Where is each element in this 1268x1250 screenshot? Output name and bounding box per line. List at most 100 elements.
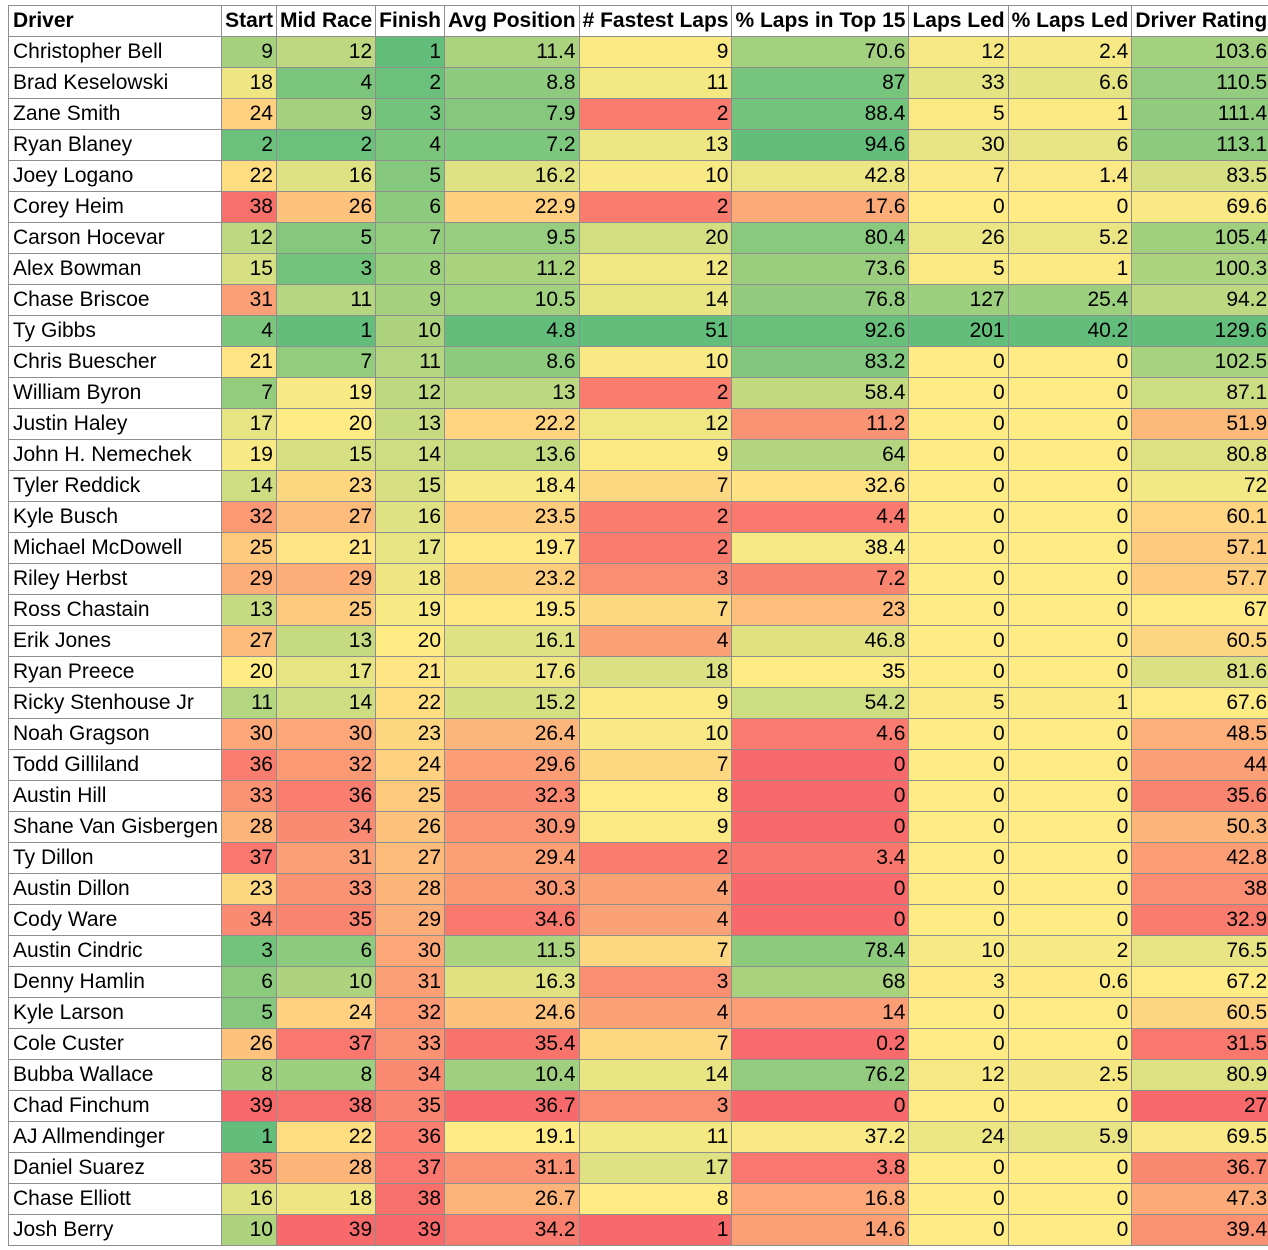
driver-rating-cell: 80.8 bbox=[1131, 439, 1268, 471]
finish-cell: 10 bbox=[375, 315, 445, 347]
driver-rating-cell: 44 bbox=[1131, 749, 1268, 781]
driver-name-cell: Bubba Wallace bbox=[7, 1059, 223, 1091]
avg-position-cell: 26.7 bbox=[444, 1183, 580, 1215]
driver-name-cell: Chris Buescher bbox=[7, 346, 223, 378]
laps-led-cell: 3 bbox=[908, 966, 1009, 998]
finish-cell: 27 bbox=[375, 842, 445, 874]
avg-position-cell: 19.1 bbox=[444, 1121, 580, 1153]
avg-position-cell: 10.5 bbox=[444, 284, 580, 316]
mid-race-cell: 15 bbox=[275, 439, 377, 471]
mid-race-cell: 36 bbox=[275, 780, 377, 812]
table-row: Riley Herbst 29 29 18 23.2 3 7.2 0 0 57.7 bbox=[7, 563, 1268, 595]
laps-led-cell: 0 bbox=[908, 1152, 1009, 1184]
pct-laps-in-top-15-cell: 80.4 bbox=[731, 222, 910, 254]
avg-position-cell: 4.8 bbox=[444, 315, 580, 347]
finish-cell: 18 bbox=[375, 563, 445, 595]
header-mid-race: Mid Race bbox=[275, 5, 377, 37]
avg-position-cell: 9.5 bbox=[444, 222, 580, 254]
pct-laps-in-top-15-cell: 58.4 bbox=[731, 377, 910, 409]
pct-laps-led-cell: 40.2 bbox=[1007, 315, 1133, 347]
driver-rating-cell: 113.1 bbox=[1131, 129, 1268, 161]
driver-rating-cell: 27 bbox=[1131, 1090, 1268, 1122]
driver-name-cell: Chase Briscoe bbox=[7, 284, 223, 316]
start-cell: 31 bbox=[221, 284, 277, 316]
driver-name-cell: Brad Keselowski bbox=[7, 67, 223, 99]
mid-race-cell: 18 bbox=[275, 1183, 377, 1215]
avg-position-cell: 32.3 bbox=[444, 780, 580, 812]
pct-laps-in-top-15-cell: 3.8 bbox=[731, 1152, 910, 1184]
pct-laps-in-top-15-cell: 70.6 bbox=[731, 36, 910, 68]
table-row: Denny Hamlin 6 10 31 16.3 3 68 3 0.6 67.2 bbox=[7, 966, 1268, 998]
table-row: Erik Jones 27 13 20 16.1 4 46.8 0 0 60.5 bbox=[7, 625, 1268, 657]
start-cell: 29 bbox=[221, 563, 277, 595]
num-fastest-laps-cell: 4 bbox=[578, 997, 733, 1029]
laps-led-cell: 30 bbox=[908, 129, 1009, 161]
table-row: Joey Logano 22 16 5 16.2 10 42.8 7 1.4 83.5 bbox=[7, 160, 1268, 192]
driver-name-cell: Ross Chastain bbox=[7, 594, 223, 626]
start-cell: 32 bbox=[221, 501, 277, 533]
driver-name-cell: Corey Heim bbox=[7, 191, 223, 223]
avg-position-cell: 29.6 bbox=[444, 749, 580, 781]
pct-laps-in-top-15-cell: 23 bbox=[731, 594, 910, 626]
start-cell: 14 bbox=[221, 470, 277, 502]
driver-rating-cell: 87.1 bbox=[1131, 377, 1268, 409]
pct-laps-in-top-15-cell: 7.2 bbox=[731, 563, 910, 595]
mid-race-cell: 27 bbox=[275, 501, 377, 533]
num-fastest-laps-cell: 14 bbox=[578, 1059, 733, 1091]
laps-led-cell: 0 bbox=[908, 625, 1009, 657]
pct-laps-led-cell: 0 bbox=[1007, 501, 1133, 533]
start-cell: 28 bbox=[221, 811, 277, 843]
num-fastest-laps-cell: 20 bbox=[578, 222, 733, 254]
avg-position-cell: 8.6 bbox=[444, 346, 580, 378]
table-row: Chris Buescher 21 7 11 8.6 10 83.2 0 0 102.5 bbox=[7, 346, 1268, 378]
pct-laps-in-top-15-cell: 92.6 bbox=[731, 315, 910, 347]
laps-led-cell: 0 bbox=[908, 1028, 1009, 1060]
num-fastest-laps-cell: 9 bbox=[578, 687, 733, 719]
table-row: Ty Gibbs 4 1 10 4.8 51 92.6 201 40.2 129.6 bbox=[7, 315, 1268, 347]
driver-rating-cell: 100.3 bbox=[1131, 253, 1268, 285]
start-cell: 23 bbox=[221, 873, 277, 905]
driver-name-cell: Austin Cindric bbox=[7, 935, 223, 967]
pct-laps-led-cell: 6.6 bbox=[1007, 67, 1133, 99]
table-row: Austin Dillon 23 33 28 30.3 4 0 0 0 38 bbox=[7, 873, 1268, 905]
num-fastest-laps-cell: 8 bbox=[578, 1183, 733, 1215]
table-row: Ryan Preece 20 17 21 17.6 18 35 0 0 81.6 bbox=[7, 656, 1268, 688]
mid-race-cell: 21 bbox=[275, 532, 377, 564]
num-fastest-laps-cell: 3 bbox=[578, 563, 733, 595]
driver-name-cell: Ricky Stenhouse Jr bbox=[7, 687, 223, 719]
table-row: Alex Bowman 15 3 8 11.2 12 73.6 5 1 100.3 bbox=[7, 253, 1268, 285]
start-cell: 25 bbox=[221, 532, 277, 564]
pct-laps-led-cell: 5.2 bbox=[1007, 222, 1133, 254]
driver-name-cell: AJ Allmendinger bbox=[7, 1121, 223, 1153]
avg-position-cell: 24.6 bbox=[444, 997, 580, 1029]
finish-cell: 1 bbox=[375, 36, 445, 68]
num-fastest-laps-cell: 2 bbox=[578, 842, 733, 874]
num-fastest-laps-cell: 1 bbox=[578, 1214, 733, 1246]
avg-position-cell: 19.5 bbox=[444, 594, 580, 626]
start-cell: 26 bbox=[221, 1028, 277, 1060]
header-laps-led: Laps Led bbox=[908, 5, 1009, 37]
mid-race-cell: 39 bbox=[275, 1214, 377, 1246]
avg-position-cell: 23.2 bbox=[444, 563, 580, 595]
finish-cell: 15 bbox=[375, 470, 445, 502]
finish-cell: 36 bbox=[375, 1121, 445, 1153]
num-fastest-laps-cell: 8 bbox=[578, 780, 733, 812]
laps-led-cell: 0 bbox=[908, 408, 1009, 440]
driver-name-cell: Shane Van Gisbergen bbox=[7, 811, 223, 843]
start-cell: 3 bbox=[221, 935, 277, 967]
driver-name-cell: Carson Hocevar bbox=[7, 222, 223, 254]
driver-stats-table: Driver Start Mid Race Finish Avg Position # F… bbox=[7, 5, 1268, 1246]
finish-cell: 4 bbox=[375, 129, 445, 161]
num-fastest-laps-cell: 18 bbox=[578, 656, 733, 688]
pct-laps-in-top-15-cell: 32.6 bbox=[731, 470, 910, 502]
driver-rating-cell: 69.5 bbox=[1131, 1121, 1268, 1153]
start-cell: 1 bbox=[221, 1121, 277, 1153]
avg-position-cell: 11.5 bbox=[444, 935, 580, 967]
pct-laps-in-top-15-cell: 35 bbox=[731, 656, 910, 688]
pct-laps-led-cell: 1.4 bbox=[1007, 160, 1133, 192]
header-driver-rating: Driver Rating bbox=[1131, 5, 1268, 37]
pct-laps-led-cell: 2 bbox=[1007, 935, 1133, 967]
finish-cell: 35 bbox=[375, 1090, 445, 1122]
pct-laps-in-top-15-cell: 4.6 bbox=[731, 718, 910, 750]
table-row: Noah Gragson 30 30 23 26.4 10 4.6 0 0 48.5 bbox=[7, 718, 1268, 750]
